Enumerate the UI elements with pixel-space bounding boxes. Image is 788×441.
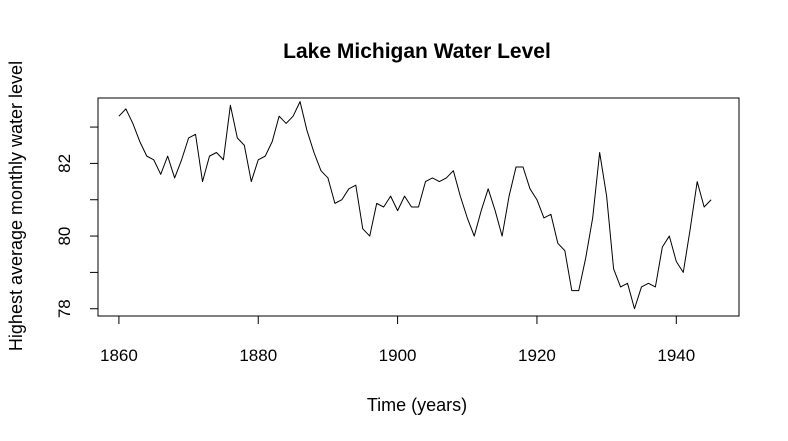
y-axis-label: Highest average monthly water level (6, 61, 26, 351)
y-axis: 78 80 82 (55, 126, 98, 318)
y-tick-label: 82 (55, 154, 74, 173)
x-tick-label: 1940 (657, 346, 695, 365)
x-axis-label: Time (years) (367, 395, 467, 415)
x-tick-label: 1900 (379, 346, 417, 365)
x-tick-label: 1860 (100, 346, 138, 365)
x-tick-label: 1920 (518, 346, 556, 365)
chart-title: Lake Michigan Water Level (283, 40, 551, 63)
x-tick-label: 1880 (239, 346, 277, 365)
y-tick-label: 80 (55, 227, 74, 246)
series-line (118, 101, 712, 310)
x-axis: 1860 1880 1900 1920 1940 (100, 316, 695, 365)
y-tick-label: 78 (55, 299, 74, 318)
plot-frame (97, 97, 740, 317)
